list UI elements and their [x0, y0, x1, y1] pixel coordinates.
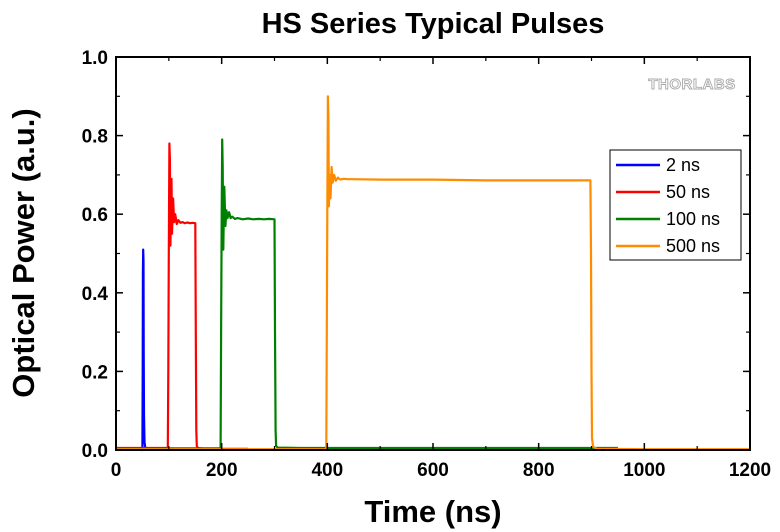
series-line-3: [116, 95, 750, 451]
y-axis-label: Optical Power (a.u.): [6, 108, 41, 397]
y-tick-label: 1.0: [82, 48, 108, 69]
series-line-2: [116, 138, 618, 450]
x-tick-label: 400: [311, 460, 343, 481]
y-tick-label: 0.4: [82, 284, 109, 305]
legend-entry-label: 50 ns: [666, 182, 710, 202]
x-axis: 0 200 400 600 800 1000 1200: [111, 57, 771, 481]
y-tick-label: 0.8: [82, 127, 108, 148]
series-line-0: [141, 248, 147, 452]
y-tick-label: 0.0: [82, 441, 108, 462]
x-tick-label: 1200: [729, 460, 771, 481]
series-line-1: [116, 142, 249, 450]
x-tick-label: 1000: [623, 460, 665, 481]
x-tick-label: 200: [206, 460, 238, 481]
thorlabs-logo: THORLABS: [640, 70, 743, 96]
chart-title: HS Series Typical Pulses: [262, 8, 605, 40]
legend-entry-label: 500 ns: [666, 236, 720, 256]
x-axis-label: Time (ns): [364, 494, 501, 529]
legend: 2 ns 50 ns 100 ns 500 ns: [609, 149, 742, 261]
y-tick-label: 0.2: [82, 362, 108, 383]
legend-entry-label: 2 ns: [666, 155, 700, 175]
x-tick-label: 800: [523, 460, 555, 481]
legend-entry-label: 100 ns: [666, 209, 720, 229]
series-layer: [116, 95, 750, 452]
x-tick-label: 600: [417, 460, 449, 481]
y-axis: 0.0 0.2 0.4 0.6 0.8 1.0: [82, 48, 750, 462]
legend-box: [609, 149, 742, 261]
y-tick-label: 0.6: [82, 205, 108, 226]
x-tick-label: 0: [111, 460, 122, 481]
logo-text: THORLABS: [648, 76, 735, 93]
